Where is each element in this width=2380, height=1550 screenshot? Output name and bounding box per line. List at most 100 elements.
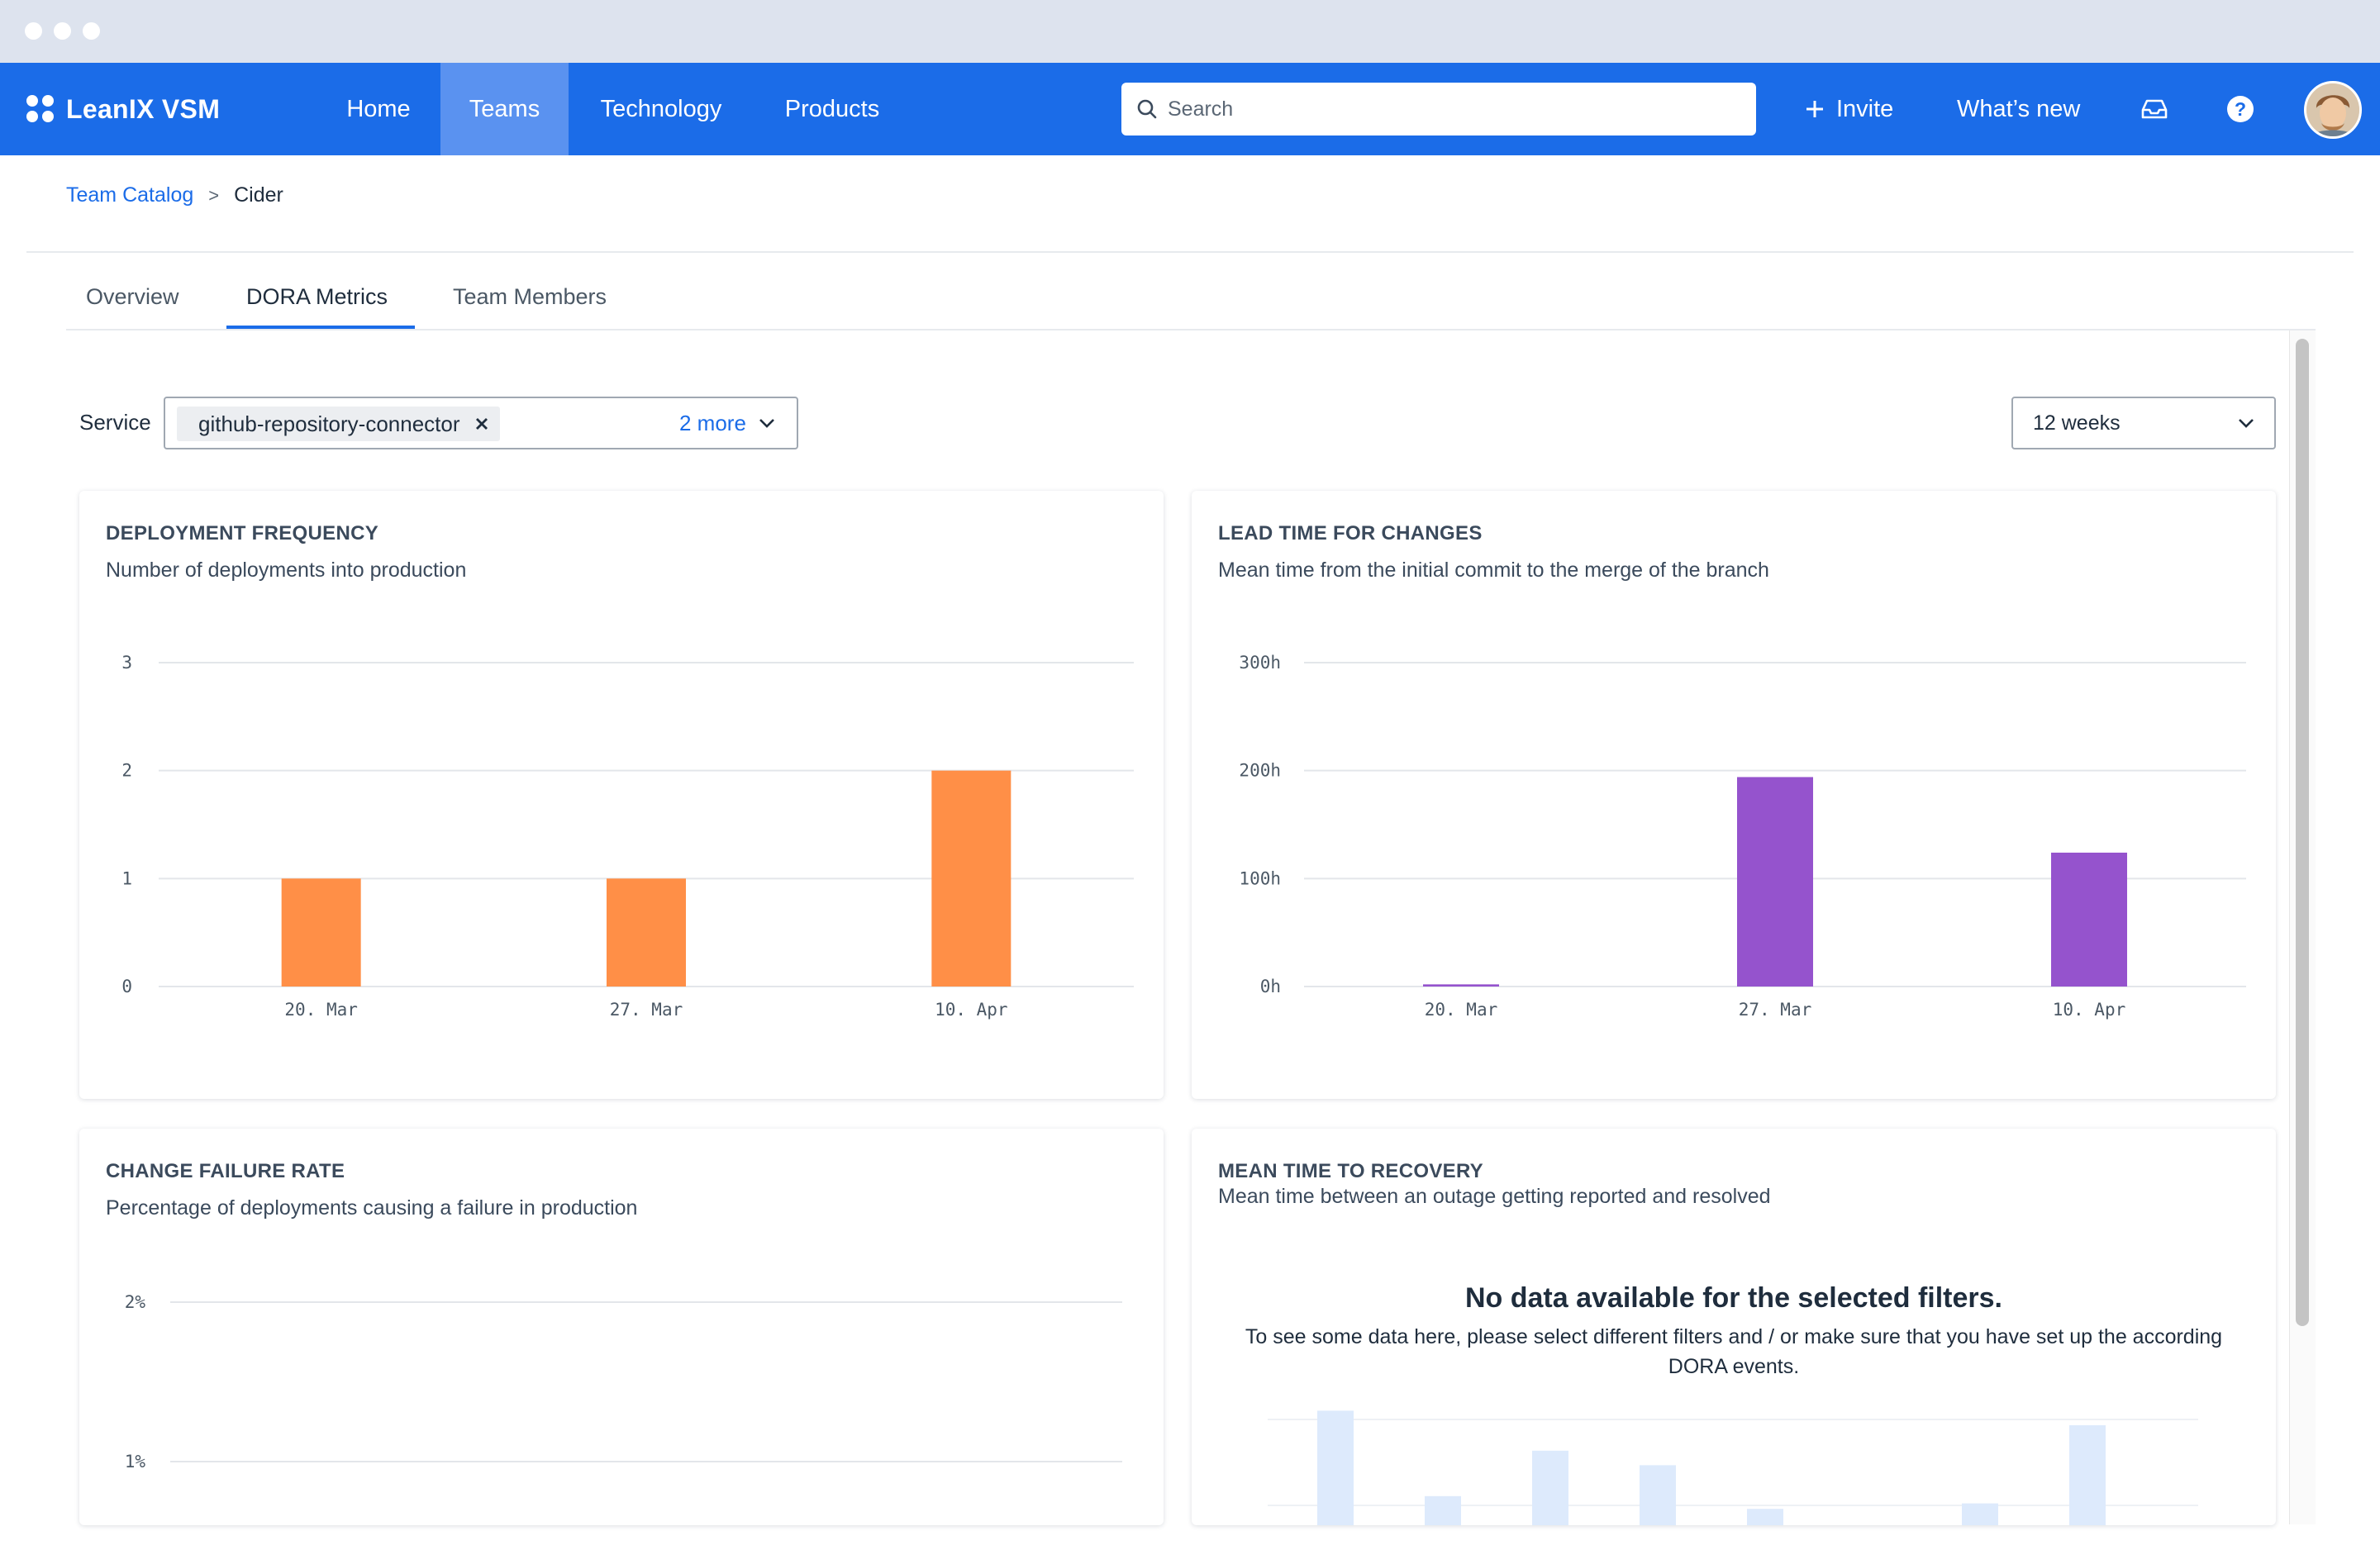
nav-item-home[interactable]: Home xyxy=(329,63,428,155)
change-failure-rate-chart: 1% 2% xyxy=(125,1292,1122,1472)
breadcrumb-team-catalog[interactable]: Team Catalog xyxy=(66,183,194,207)
nav-item-label: Products xyxy=(784,95,880,122)
tab-team-members[interactable]: Team Members xyxy=(453,264,607,329)
card-title: LEAD TIME FOR CHANGES xyxy=(1218,522,1483,544)
breadcrumb-current: Cider xyxy=(234,183,283,207)
nav-item-teams[interactable]: Teams xyxy=(440,63,569,155)
remove-chip-icon[interactable] xyxy=(475,417,488,430)
chevron-down-icon[interactable] xyxy=(759,418,775,428)
y-tick-label: 0 xyxy=(121,977,132,996)
inbox-icon xyxy=(2141,99,2168,119)
placeholder-bar xyxy=(1317,1410,1354,1525)
avatar-portrait xyxy=(2306,83,2359,136)
period-select[interactable]: 12 weeks xyxy=(2011,397,2276,449)
search-icon xyxy=(1137,99,1157,119)
help-button[interactable]: ? xyxy=(2226,63,2254,155)
bar xyxy=(607,878,686,987)
service-multiselect[interactable]: github-repository-connector 2 more xyxy=(164,397,798,449)
inbox-button[interactable] xyxy=(2140,63,2168,155)
invite-label: Invite xyxy=(1836,95,1894,122)
lead-time-card: LEAD TIME FOR CHANGES Mean time from the… xyxy=(1192,491,2276,1099)
browser-chrome xyxy=(0,0,2380,63)
card-title: CHANGE FAILURE RATE xyxy=(106,1160,345,1182)
nav-item-label: Home xyxy=(346,95,411,122)
change-failure-rate-card: CHANGE FAILURE RATE Percentage of deploy… xyxy=(79,1129,1164,1525)
user-avatar[interactable] xyxy=(2304,81,2362,139)
placeholder-bar xyxy=(1532,1450,1568,1525)
y-tick-label: 0h xyxy=(1260,977,1281,996)
empty-state-title: No data available for the selected filte… xyxy=(1464,1282,2002,1314)
mttr-card: MEAN TIME TO RECOVERY Mean time between … xyxy=(1192,1129,2276,1525)
x-tick-label: 27. Mar xyxy=(610,1000,683,1020)
placeholder-bar xyxy=(2069,1425,2106,1525)
tab-label: Team Members xyxy=(453,283,607,309)
nav-item-products[interactable]: Products xyxy=(769,63,896,155)
bar xyxy=(281,878,361,987)
tab-dora-metrics[interactable]: DORA Metrics xyxy=(246,264,388,329)
bar xyxy=(2051,852,2127,987)
window-dot-close[interactable] xyxy=(25,22,42,40)
x-tick-label: 27. Mar xyxy=(1739,1000,1812,1020)
window-dot-maximize[interactable] xyxy=(83,22,100,40)
card-subtitle: Number of deployments into production xyxy=(106,559,467,582)
y-tick-label: 1% xyxy=(125,1452,146,1472)
deployment-frequency-chart: 0 1 2 3 20. Mar 27. Mar 10. Apr xyxy=(121,653,1134,1020)
whats-new-link[interactable]: What’s new xyxy=(1957,63,2080,155)
nav-item-technology[interactable]: Technology xyxy=(582,63,740,155)
empty-state-text: To see some data here, please select dif… xyxy=(1245,1325,2223,1378)
nav-item-label: Teams xyxy=(469,95,540,122)
tab-label: Overview xyxy=(86,283,179,309)
search-placeholder: Search xyxy=(1168,97,1234,121)
placeholder-bar xyxy=(1962,1503,1998,1525)
tab-overview[interactable]: Overview xyxy=(86,264,179,329)
scrollbar-thumb[interactable] xyxy=(2296,339,2309,1326)
more-services-link[interactable]: 2 more xyxy=(679,411,746,435)
placeholder-bar xyxy=(1747,1509,1783,1525)
card-title: DEPLOYMENT FREQUENCY xyxy=(106,522,379,544)
y-tick-label: 2 xyxy=(121,761,132,781)
placeholder-bar xyxy=(1425,1495,1461,1525)
search-input[interactable]: Search xyxy=(1121,83,1756,136)
breadcrumb: Team Catalog > Cider xyxy=(66,183,283,207)
divider xyxy=(26,251,2354,253)
whats-new-label: What’s new xyxy=(1957,95,2081,122)
y-tick-label: 100h xyxy=(1239,868,1281,888)
invite-button[interactable]: Invite xyxy=(1805,63,1893,155)
y-tick-label: 2% xyxy=(125,1292,146,1312)
deployment-frequency-card: DEPLOYMENT FREQUENCY Number of deploymen… xyxy=(79,491,1164,1099)
service-chip-label: github-repository-connector xyxy=(198,411,460,436)
period-select-value: 12 weeks xyxy=(2033,411,2121,435)
tab-label: DORA Metrics xyxy=(246,283,388,309)
y-tick-label: 300h xyxy=(1239,653,1281,673)
card-subtitle: Percentage of deployments causing a fail… xyxy=(106,1196,638,1220)
card-title: MEAN TIME TO RECOVERY xyxy=(1218,1160,1483,1182)
logo-icon xyxy=(26,95,55,123)
card-subtitle: Mean time between an outage getting repo… xyxy=(1218,1185,1771,1208)
help-icon: ? xyxy=(2227,96,2254,122)
bar xyxy=(931,770,1011,987)
chevron-down-icon xyxy=(2239,419,2254,428)
x-tick-label: 20. Mar xyxy=(284,1000,358,1020)
lead-time-chart: 0h 100h 200h 300h 20. Mar 27. Mar 10. Apr xyxy=(1239,653,2246,1020)
placeholder-chart xyxy=(1268,1410,2198,1525)
divider xyxy=(66,329,2316,330)
x-tick-label: 10. Apr xyxy=(2053,1000,2126,1020)
bar xyxy=(1737,777,1813,987)
app-logo[interactable]: LeanIX VSM xyxy=(26,93,220,126)
svg-text:?: ? xyxy=(2235,98,2246,120)
y-tick-label: 200h xyxy=(1239,761,1281,781)
card-subtitle: Mean time from the initial commit to the… xyxy=(1218,559,1769,582)
active-tab-indicator xyxy=(226,326,415,329)
placeholder-bar xyxy=(1640,1465,1676,1525)
x-tick-label: 20. Mar xyxy=(1425,1000,1498,1020)
service-chip: github-repository-connector xyxy=(177,407,500,441)
window-dot-minimize[interactable] xyxy=(54,22,71,40)
y-tick-label: 3 xyxy=(121,653,132,673)
service-filter-label: Service xyxy=(79,410,151,435)
top-navigation: LeanIX VSM Home Teams Technology Product… xyxy=(0,63,2380,155)
x-tick-label: 10. Apr xyxy=(935,1000,1008,1020)
app-name: LeanIX VSM xyxy=(66,93,221,124)
nav-item-label: Technology xyxy=(600,95,722,122)
bar xyxy=(1423,984,1499,987)
breadcrumb-separator: > xyxy=(208,184,220,206)
